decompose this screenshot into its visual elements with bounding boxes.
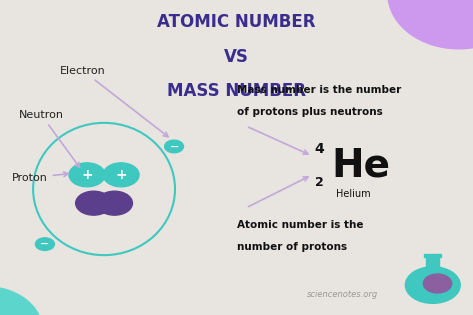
Bar [426, 256, 439, 271]
Text: −: − [169, 141, 179, 152]
Ellipse shape [0, 287, 43, 315]
Text: Neutron: Neutron [19, 110, 79, 167]
Text: sciencenotes.org: sciencenotes.org [307, 290, 378, 299]
Circle shape [423, 274, 452, 293]
Text: 2: 2 [315, 176, 323, 189]
Text: Proton: Proton [12, 172, 68, 183]
Text: −: − [40, 239, 50, 249]
Text: +: + [115, 168, 127, 182]
Text: +: + [81, 168, 93, 182]
Text: MASS NUMBER: MASS NUMBER [167, 82, 306, 100]
Circle shape [405, 267, 460, 303]
Text: number of protons: number of protons [236, 242, 347, 252]
Text: Helium: Helium [336, 189, 370, 199]
Circle shape [165, 140, 184, 153]
Text: ATOMIC NUMBER: ATOMIC NUMBER [157, 13, 316, 31]
Text: Atomic number is the: Atomic number is the [236, 220, 363, 230]
Text: VS: VS [224, 48, 249, 66]
Bar [424, 254, 441, 257]
Ellipse shape [388, 0, 473, 49]
Text: 4: 4 [315, 142, 324, 156]
Circle shape [96, 191, 132, 215]
Circle shape [35, 238, 54, 250]
Circle shape [69, 163, 105, 187]
Text: Mass number is the number: Mass number is the number [236, 85, 401, 95]
Circle shape [103, 163, 139, 187]
Text: Electron: Electron [60, 66, 168, 137]
Text: He: He [331, 146, 390, 184]
Text: of protons plus neutrons: of protons plus neutrons [236, 107, 382, 117]
Circle shape [76, 191, 112, 215]
